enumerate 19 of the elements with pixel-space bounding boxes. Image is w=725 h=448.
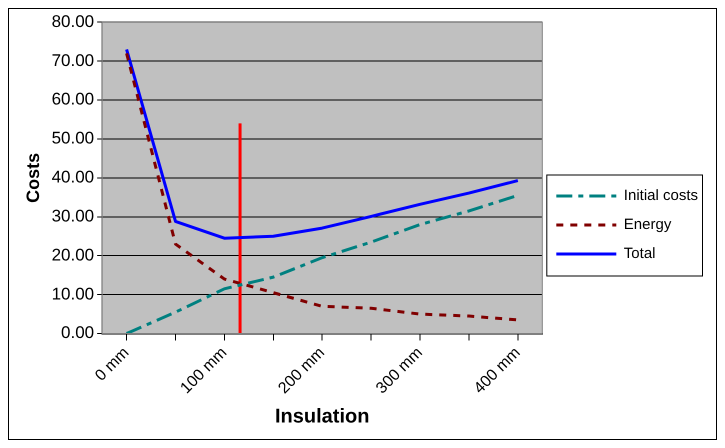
x-tick-label: 200 mm	[275, 344, 328, 398]
y-tick-label: 70.00	[52, 50, 94, 70]
x-tick-label: 400 mm	[470, 344, 524, 398]
legend-label: Energy	[624, 216, 672, 234]
x-tick-label: 0 mm	[92, 344, 133, 385]
legend-label: Initial costs	[624, 187, 698, 204]
y-tick-label: 80.00	[52, 12, 94, 31]
x-tick-label: 300 mm	[373, 344, 426, 398]
y-tick-label: 30.00	[52, 206, 94, 226]
legend-label: Total	[624, 245, 656, 262]
y-axis-title: Costs	[22, 152, 43, 203]
x-tick-label: 100 mm	[177, 344, 230, 398]
y-tick-label: 0.00	[61, 323, 94, 342]
y-tick-label: 50.00	[52, 128, 94, 148]
y-tick-label: 10.00	[52, 284, 94, 304]
y-tick-label: 60.00	[52, 90, 94, 109]
y-tick-label: 20.00	[52, 245, 94, 264]
y-tick-label: 40.00	[52, 168, 94, 187]
x-axis-title: Insulation	[274, 406, 370, 428]
